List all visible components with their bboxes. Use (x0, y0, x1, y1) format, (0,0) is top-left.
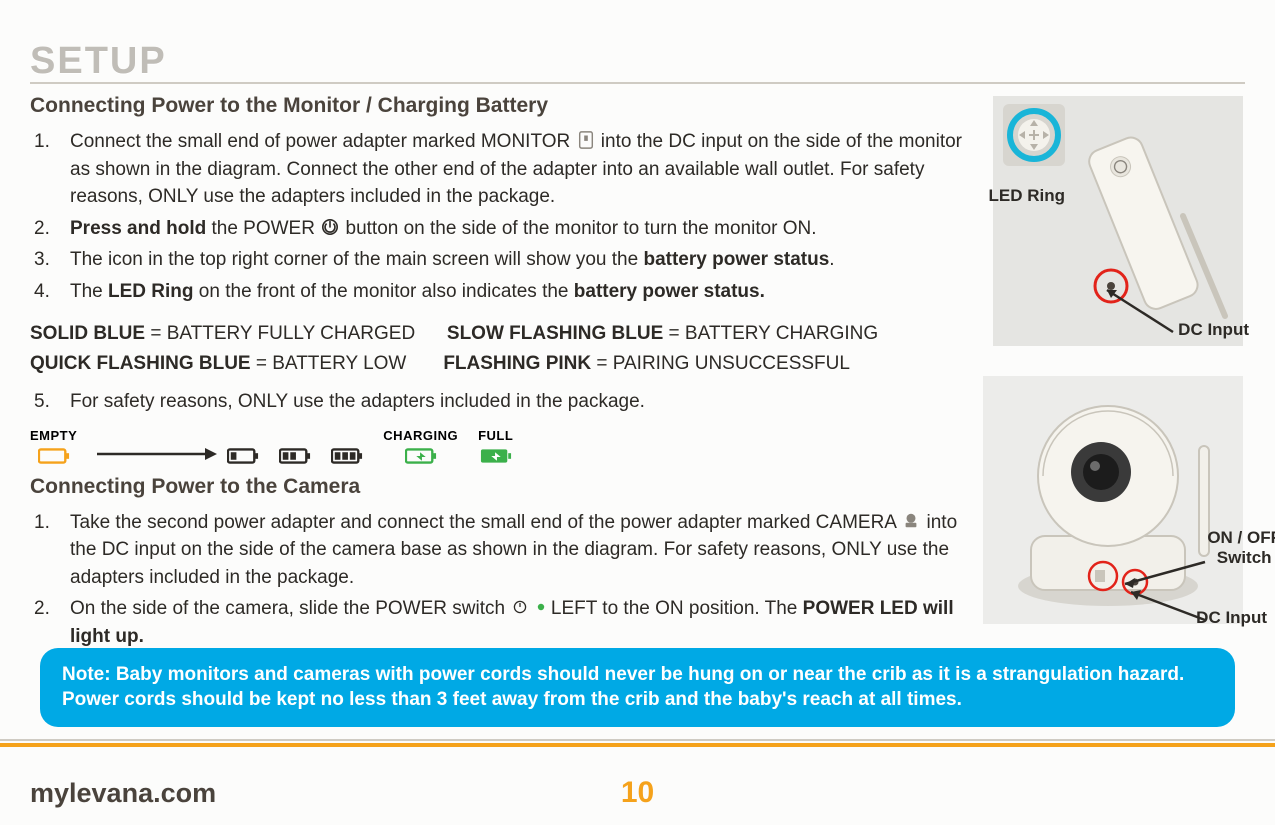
section1-steps: Connect the small end of power adapter m… (30, 128, 970, 305)
callout-dc-camera: DC Input (1196, 608, 1267, 628)
step4-bold1: LED Ring (108, 281, 194, 302)
battery-2bar: . (279, 428, 311, 465)
step2-prebold: Press and hold (70, 218, 206, 239)
callout-dc-monitor: DC Input (1178, 320, 1249, 340)
section1-steps-cont: For safety reasons, ONLY use the adapter… (30, 388, 970, 416)
step2-post: button on the side of the monitor to tur… (346, 218, 817, 239)
battery-3bar: . (331, 428, 363, 465)
step4-mid: on the front of the monitor also indicat… (194, 281, 574, 302)
battery-charging: CHARGING (383, 428, 458, 465)
arrow-icon (97, 447, 217, 461)
power-icon-small (510, 597, 530, 617)
battery-charging-icon (405, 447, 437, 465)
step3-bold: battery power status (643, 249, 829, 270)
step-5: For safety reasons, ONLY use the adapter… (30, 388, 970, 416)
callout-onoff: ON / OFF Switch (1207, 528, 1275, 567)
led-k4: FLASHING PINK (443, 353, 591, 374)
led-v1: = BATTERY FULLY CHARGED (145, 323, 415, 344)
s2-step-1: Take the second power adapter and connec… (30, 509, 970, 592)
battery-3bar-icon (331, 447, 363, 465)
battery-1bar-icon (227, 447, 259, 465)
battery-empty: EMPTY (30, 428, 77, 465)
camera-silhouette-icon (901, 511, 921, 531)
top-divider (30, 82, 1245, 84)
power-icon (320, 217, 340, 237)
battery-1bar: . (227, 428, 259, 465)
step3-post: . (829, 249, 834, 270)
led-row2: QUICK FLASHING BLUE = BATTERY LOW FLASHI… (30, 349, 970, 378)
charging-label: CHARGING (383, 428, 458, 443)
battery-full-icon (480, 447, 512, 465)
s2s2-pre: On the side of the camera, slide the POW… (70, 598, 510, 619)
step4-bold2: battery power status. (574, 281, 765, 302)
led-k2: SLOW FLASHING BLUE (447, 323, 663, 344)
step3-pre: The icon in the top right corner of the … (70, 249, 643, 270)
led-states: SOLID BLUE = BATTERY FULLY CHARGED SLOW … (30, 319, 970, 378)
step-2: Press and hold the POWER button on the s… (30, 215, 970, 243)
pointer-dc-monitor (1095, 282, 1185, 342)
page-title: SETUP (30, 40, 167, 83)
step-4: The LED Ring on the front of the monitor… (30, 278, 970, 306)
step-1: Connect the small end of power adapter m… (30, 128, 970, 211)
page: SETUP Connecting Power to the Monitor / … (0, 0, 1275, 825)
led-k1: SOLID BLUE (30, 323, 145, 344)
footer-site: mylevana.com (30, 778, 216, 809)
step-3: The icon in the top right corner of the … (30, 246, 970, 274)
led-v2: = BATTERY CHARGING (663, 323, 878, 344)
led-v3: = BATTERY LOW (251, 353, 407, 374)
step2-mid: the POWER (211, 218, 320, 239)
step4-pre: The (70, 281, 108, 302)
battery-empty-icon (38, 447, 70, 465)
empty-label: EMPTY (30, 428, 77, 443)
led-v4: = PAIRING UNSUCCESSFUL (591, 353, 850, 374)
footer-page-number: 10 (621, 776, 654, 810)
green-dot-icon (536, 597, 546, 617)
s2s1-pre: Take the second power adapter and connec… (70, 512, 901, 533)
led-k3: QUICK FLASHING BLUE (30, 353, 251, 374)
battery-full: FULL (478, 428, 513, 465)
safety-note: Note: Baby monitors and cameras with pow… (40, 648, 1235, 727)
footer: mylevana.com 10 (0, 761, 1275, 825)
step1-pre: Connect the small end of power adapter m… (70, 131, 576, 152)
s2s2-post: LEFT to the ON position. The (551, 598, 803, 619)
callout-led-ring: LED Ring (989, 186, 1066, 206)
full-label: FULL (478, 428, 513, 443)
battery-2bar-icon (279, 447, 311, 465)
section2-steps: Take the second power adapter and connec… (30, 509, 970, 651)
footer-rule (0, 739, 1275, 747)
monitor-plug-icon (576, 130, 596, 150)
s2-step-2: On the side of the camera, slide the POW… (30, 595, 970, 650)
led-row1: SOLID BLUE = BATTERY FULLY CHARGED SLOW … (30, 319, 970, 348)
